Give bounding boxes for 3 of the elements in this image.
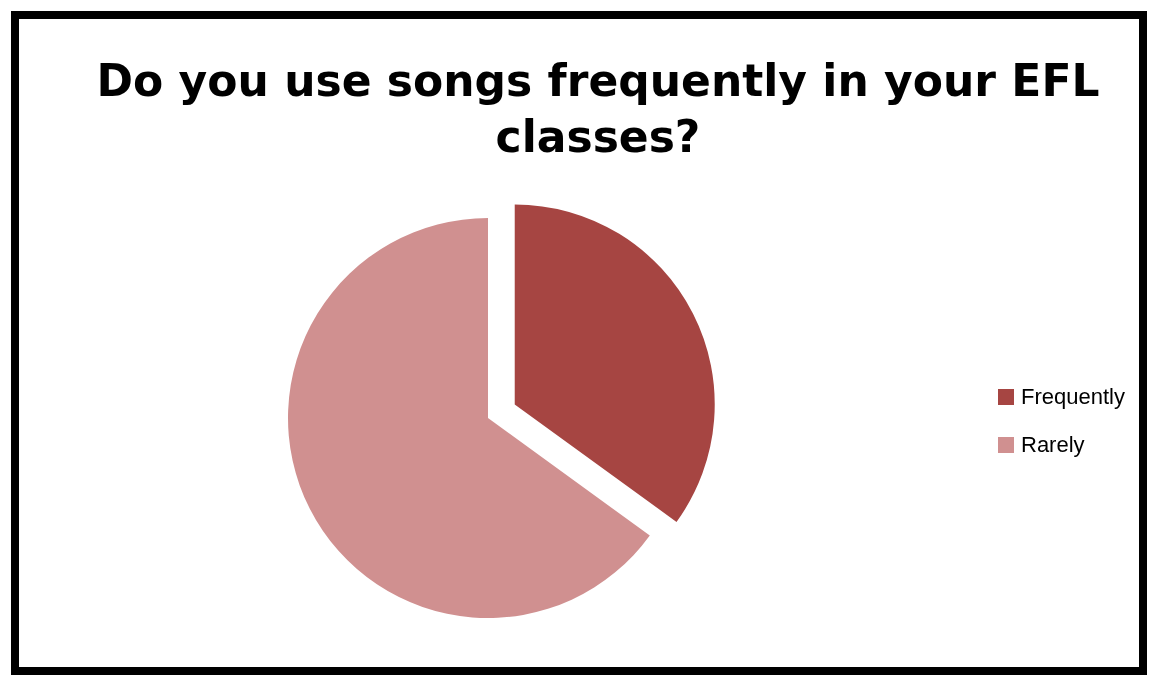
legend-label: Frequently: [1021, 384, 1125, 409]
legend-label: Rarely: [1021, 432, 1085, 457]
chart-title: Do you use songs frequently in your EFL classes?: [96, 55, 1100, 162]
